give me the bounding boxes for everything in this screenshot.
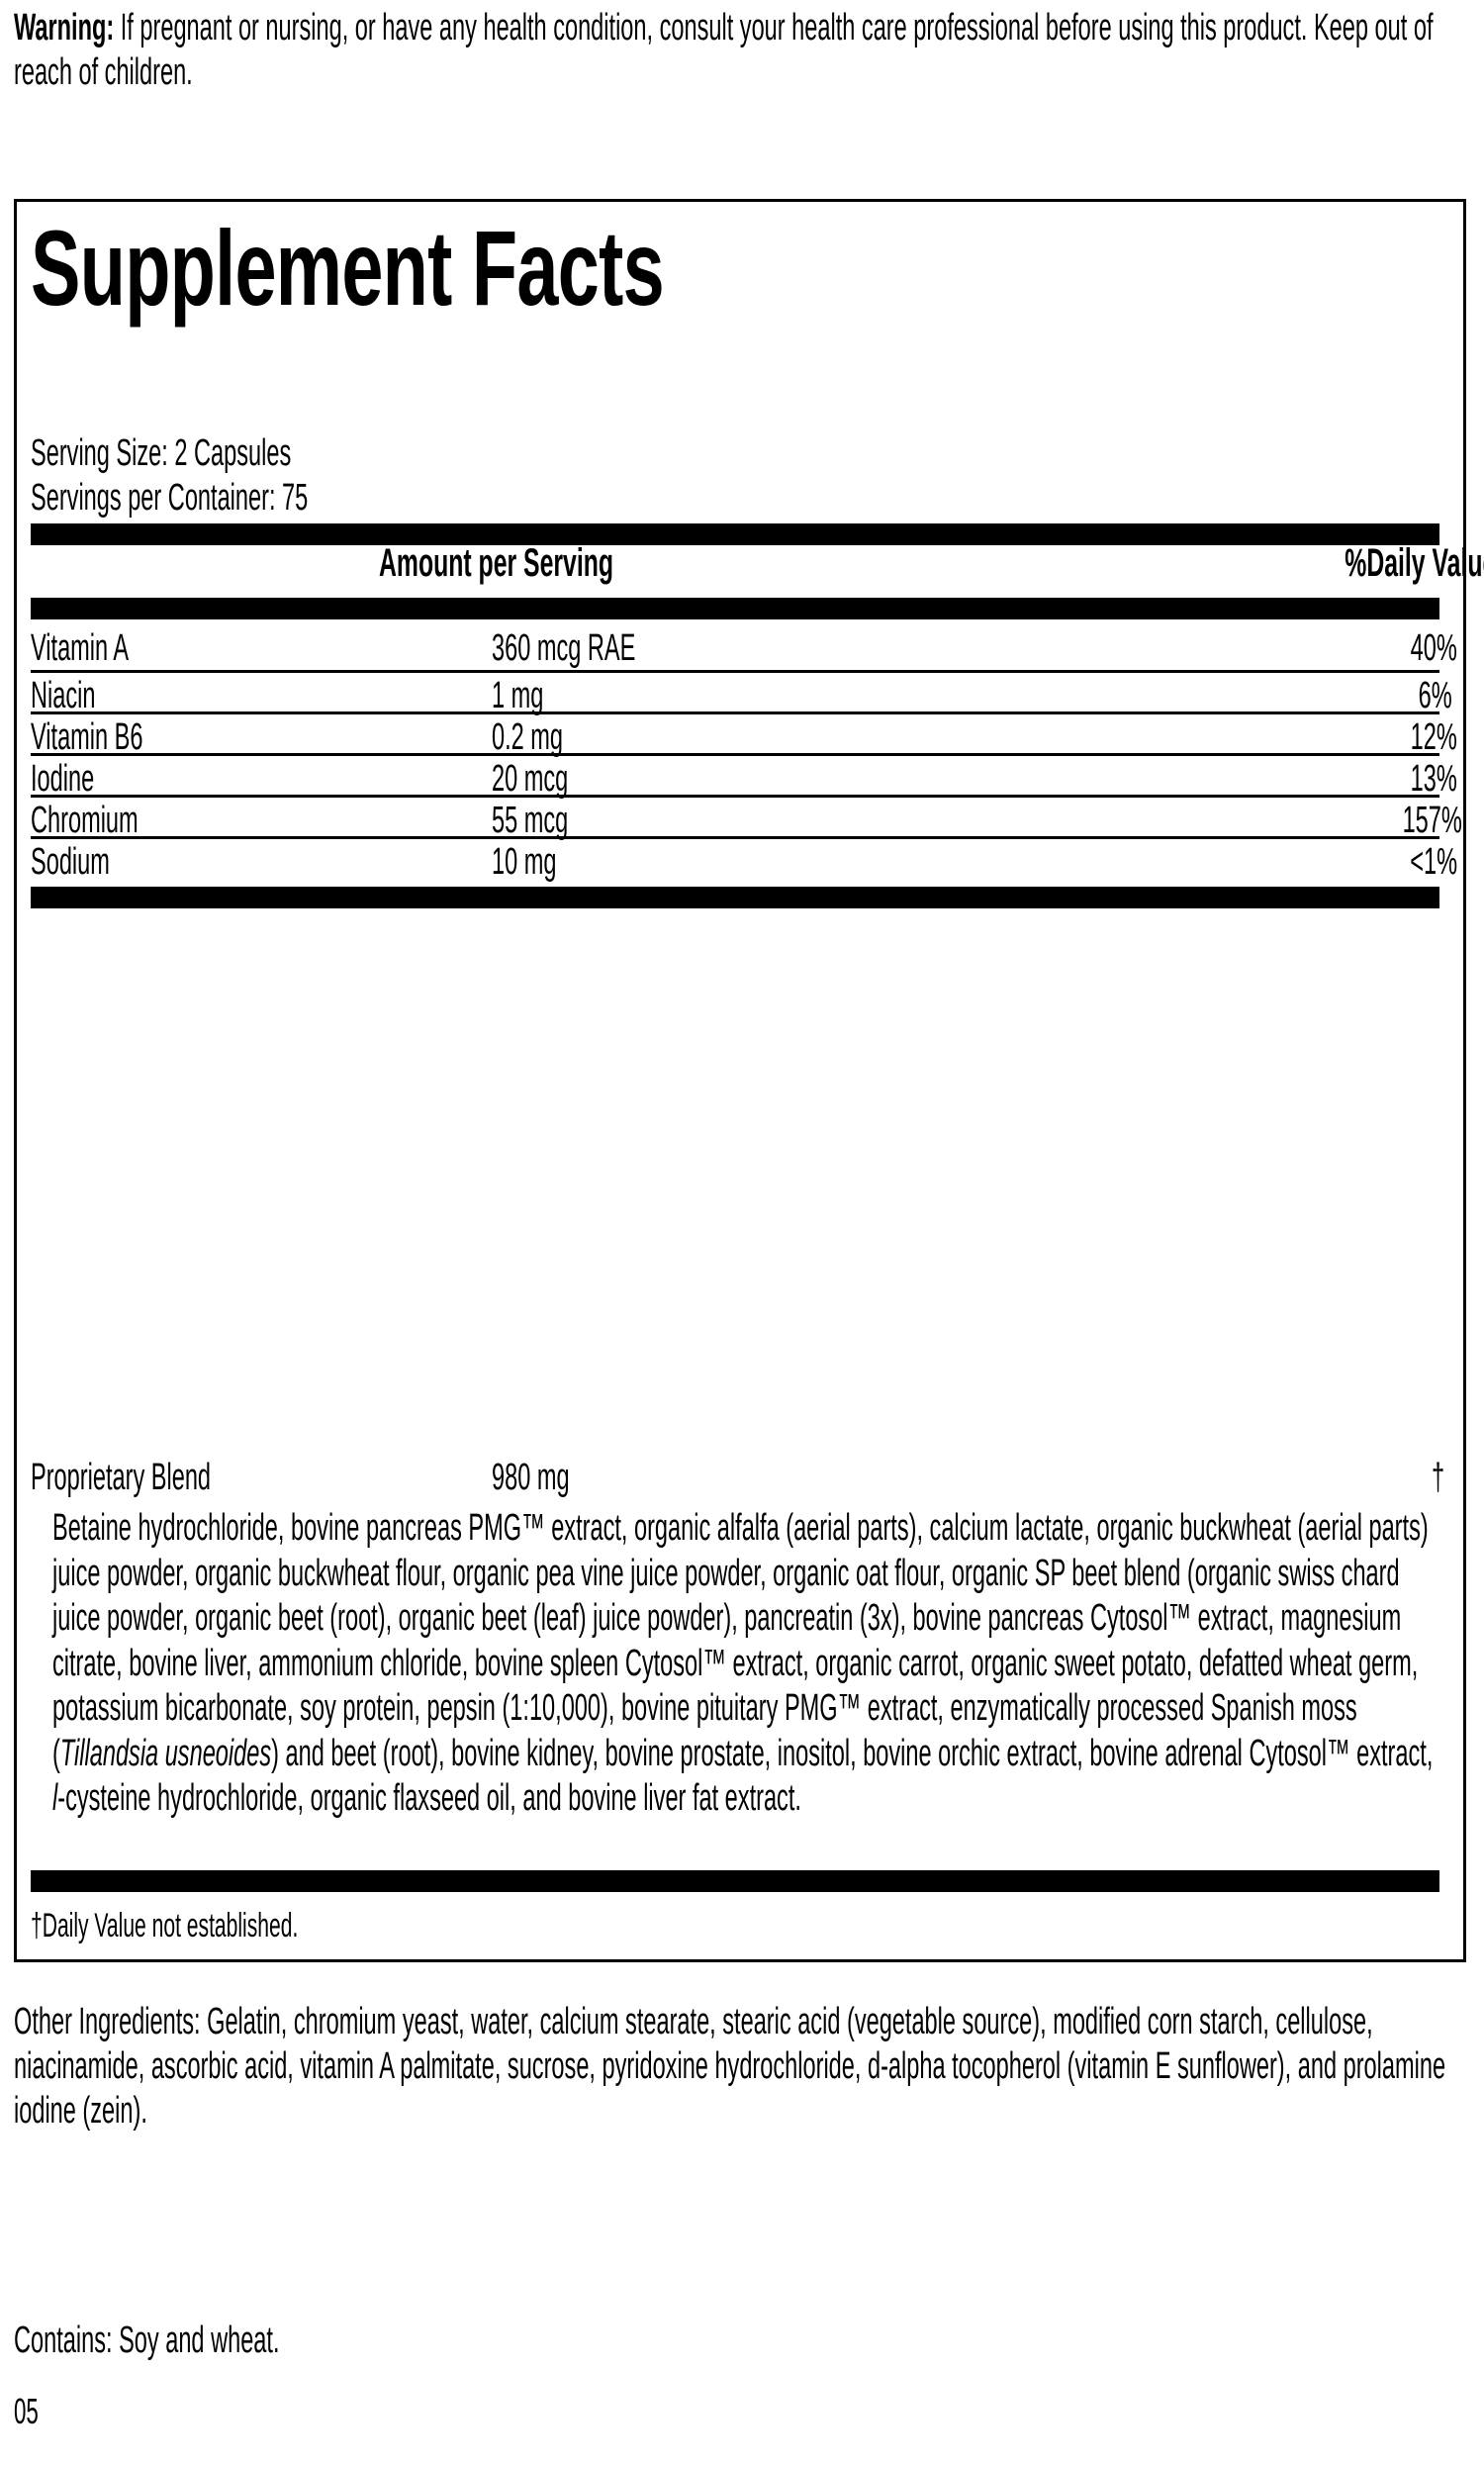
proprietary-blend-amount: 980 mg [492,1457,570,1498]
nutrient-name: Vitamin A [31,627,130,669]
nutrient-name: Vitamin B6 [31,716,143,758]
nutrient-name: Sodium [31,841,110,883]
warning-paragraph: Warning: If pregnant or nursing, or have… [14,6,1470,95]
nutrient-daily-value: 6% [1418,675,1452,716]
proprietary-blend-ingredients: Betaine hydrochloride, bovine pancreas P… [52,1506,1439,1822]
rule-thick-header-bottom [31,598,1439,619]
table-row: Vitamin A 360 mcg RAE 40% [31,627,1457,669]
nutrient-daily-value: 13% [1410,758,1457,800]
warning-text: If pregnant or nursing, or have any heal… [14,7,1434,93]
nutrient-amount: 1 mg [492,675,544,716]
table-row: Iodine 20 mcg 13% [31,758,1457,800]
rule-thick-blend-top [31,887,1439,908]
nutrient-daily-value: 12% [1410,716,1457,758]
proprietary-blend-row: Proprietary Blend 980 mg † [31,1456,1444,1499]
column-header-amount: Amount per Serving [379,541,614,585]
daily-value-footnote: †Daily Value not established. [31,1907,299,1944]
nutrient-amount: 360 mcg RAE [492,627,636,669]
supplement-facts-title: Supplement Facts [31,208,1439,328]
nutrient-daily-value: 40% [1410,627,1457,669]
blend-ingredients-italic-species: Tillandsia usneoides [59,1732,272,1774]
nutrient-amount: 55 mcg [492,800,569,841]
rule-thin [31,670,1439,673]
supplement-facts-panel: Supplement Facts Serving Size: 2 Capsule… [14,199,1484,1962]
table-row: Vitamin B6 0.2 mg 12% [31,716,1457,758]
rule-thick-top [31,523,1439,545]
proprietary-blend-name: Proprietary Blend [31,1457,212,1498]
rule-thick-footnote-top [31,1870,1439,1892]
blend-ingredients-suffix: -cysteine hydrochloride, organic flaxsee… [57,1777,801,1819]
table-row: Sodium 10 mg <1% [31,841,1457,883]
nutrient-amount: 10 mg [492,841,557,883]
serving-info: Serving Size: 2 Capsules Servings per Co… [31,431,1439,521]
supplement-facts-title-text: Supplement Facts [31,208,665,328]
other-ingredients-paragraph: Other Ingredients: Gelatin, chromium yea… [14,2001,1446,2132]
nutrient-name: Iodine [31,758,95,800]
table-row: Niacin 1 mg 6% [31,675,1452,716]
page-number: 05 [14,2391,39,2431]
nutrient-daily-value: <1% [1410,841,1457,883]
column-header-daily-value: %Daily Value [1345,541,1484,585]
blend-ingredients-prefix: Betaine hydrochloride, bovine pancreas P… [52,1507,1429,1774]
nutrient-amount: 20 mcg [492,758,569,800]
table-row: Chromium 55 mcg 157% [31,800,1462,841]
warning-label: Warning: [14,7,115,48]
nutrient-amount: 0.2 mg [492,716,564,758]
nutrient-daily-value: 157% [1402,800,1462,841]
contains-statement: Contains: Soy and wheat. [14,2320,280,2361]
rule-thin [31,753,1439,756]
nutrient-name: Chromium [31,800,139,841]
rule-thin [31,711,1439,714]
servings-per-container: Servings per Container: 75 [31,477,309,519]
proprietary-blend-dagger: † [1431,1457,1444,1498]
blend-ingredients-middle: ) and beet (root), bovine kidney, bovine… [271,1732,1434,1774]
rule-thin [31,795,1439,798]
table-column-headers: Amount per Serving %Daily Value [31,538,1484,590]
nutrient-name: Niacin [31,675,96,716]
rule-thin [31,836,1439,839]
blend-ingredients-italic-l: l [52,1777,58,1819]
serving-size: Serving Size: 2 Capsules [31,432,292,474]
